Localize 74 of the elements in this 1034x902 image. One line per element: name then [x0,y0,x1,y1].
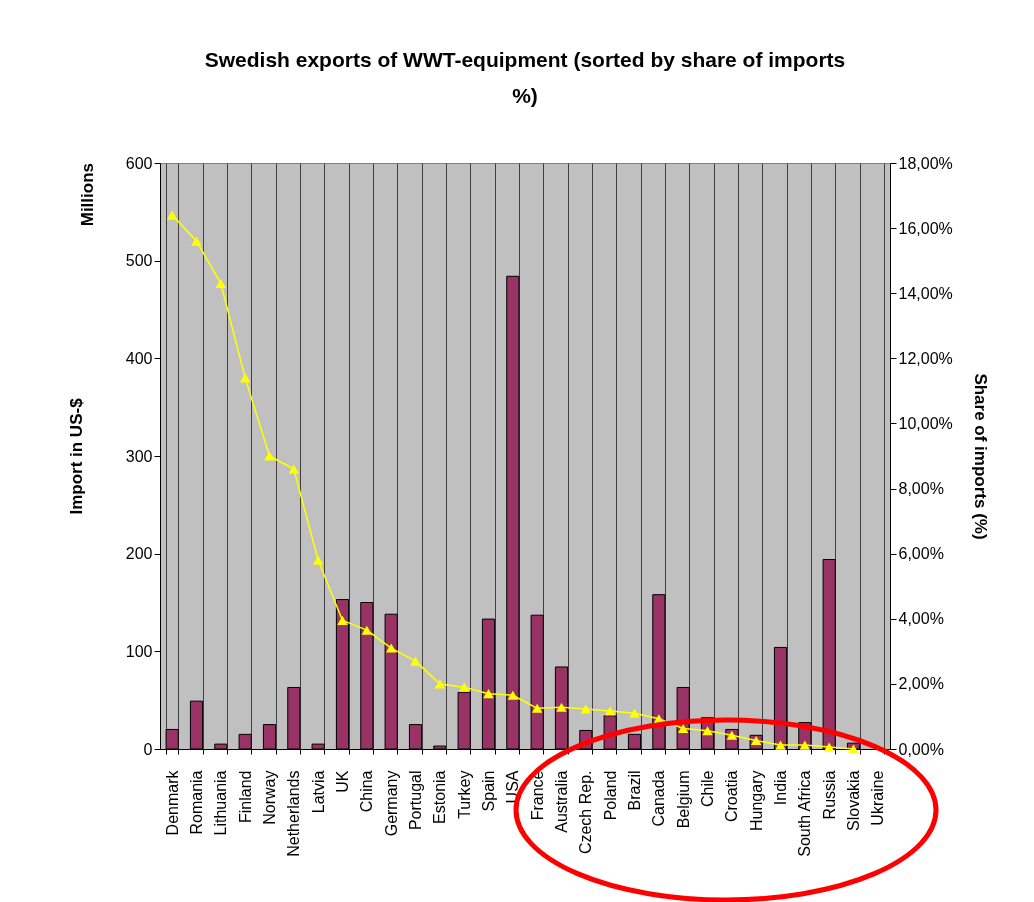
point [361,625,373,635]
x-tick-label: Portugal [407,770,424,831]
x-tick-label: Spain [480,770,497,812]
y2-tick-label: 12,00% [898,349,953,367]
x-tick-label: Brazil [626,770,643,811]
point [385,643,397,653]
x-tick-label: Norway [261,770,278,825]
y-tick-label: 200 [125,545,153,563]
x-tick-label: Czech Rep. [577,770,595,855]
x-tick-label: Estonia [431,770,449,824]
y-tick-label: 300 [125,447,153,465]
y2-tick-label: 4,00% [898,610,944,628]
point [775,740,786,750]
y2-tick-label: 18,00% [898,154,953,172]
x-tick-label: Belgium [674,770,692,829]
point [264,451,275,461]
x-tick-label: Chile [699,770,716,807]
text: Millions [78,163,97,227]
x-tick-label: Lithuania [212,770,230,836]
point [410,656,421,666]
y-axis-title: Import in US-$ [66,397,86,515]
point [191,236,202,246]
y2-tick-label: 10,00% [898,414,953,432]
y2-tick-label: 8,00% [898,480,944,498]
x-tick-label: Russia [820,770,838,820]
y-tick-label: 600 [125,154,153,172]
point [604,706,616,716]
point [337,615,348,625]
y2-axis-title: Share of imports (%) [970,373,990,540]
y2-tick-label: 0,00% [898,740,944,758]
point [677,723,689,734]
point [458,682,470,692]
point [848,744,859,754]
x-tick-label: Latvia [309,770,327,814]
y-tick-label: 400 [125,349,153,367]
x-tick-label: Germany [382,770,400,837]
point [312,555,324,565]
y-tick-label: 0 [143,740,153,758]
point [823,742,835,752]
x-tick-label: Hungary [747,770,765,831]
y2-tick-label: 14,00% [898,284,953,302]
x-tick-label: Finland [236,770,254,823]
x-tick-label: Netherlands [285,770,303,857]
point [629,708,640,718]
y-tick-label: 100 [125,642,153,660]
x-tick-label: Slovakia [845,770,862,831]
x-tick-label: Ukraine [869,770,887,826]
y2-tick-label: 6,00% [898,545,944,563]
point [750,735,762,746]
chart-title: Swedish exports of WWT-equipment (sorted by share of imports %) [204,48,846,107]
point [483,689,494,699]
x-tick-label: Denmark [163,769,181,836]
x-tick-label: Turkey [455,770,473,819]
x-tick-label: Canada [650,770,668,827]
point [556,702,567,712]
point [288,464,300,474]
point [166,210,178,220]
x-tick-label: Australia [553,770,570,833]
y-tick-label: 500 [125,252,153,270]
x-tick-label: Croatia [723,770,741,823]
x-tick-label: Romania [188,770,205,835]
point [215,278,227,288]
x-tick-label: UK [334,770,351,793]
point [799,740,811,750]
point [239,373,251,383]
x-tick-label: Poland [601,770,619,821]
x-tick-label: India [772,770,789,806]
x-tick-label: South Africa [796,770,814,857]
point [434,679,446,689]
x-tick-label: China [358,770,376,813]
y2-tick-label: 2,00% [898,675,944,693]
y2-tick-label: 16,00% [898,219,953,237]
point [531,703,543,713]
point [507,690,519,700]
